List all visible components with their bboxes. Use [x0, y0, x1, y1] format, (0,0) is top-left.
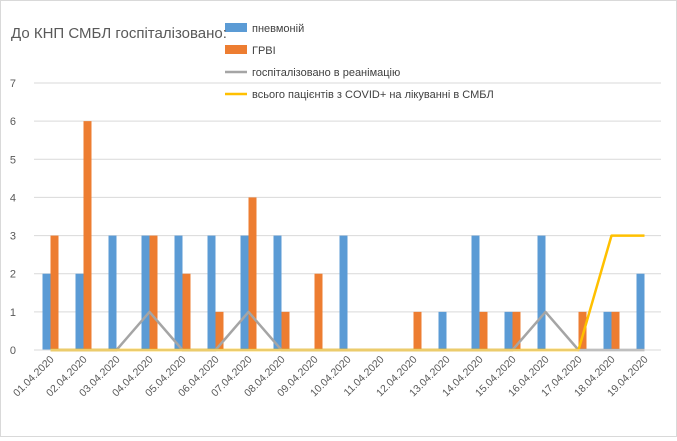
- bars: [42, 121, 645, 351]
- chart-title: До КНП СМБЛ госпіталізовано:: [11, 25, 227, 42]
- bar: [281, 311, 290, 350]
- bar: [174, 235, 183, 350]
- y-tick-label: 0: [10, 345, 16, 357]
- bar: [273, 235, 282, 350]
- bar: [611, 311, 620, 350]
- y-tick-labels: 0 1 2 3 4 5 6 7: [10, 78, 16, 357]
- legend-label: ГРВІ: [252, 45, 276, 57]
- legend: пневмоній ГРВІ госпіталізовано в реанімаці…: [225, 23, 494, 101]
- bar: [413, 311, 422, 350]
- bar: [248, 197, 257, 350]
- bar: [75, 273, 84, 350]
- x-tick-labels: 01.04.202002.04.202003.04.202004.04.2020…: [11, 354, 651, 400]
- bar: [504, 311, 513, 350]
- y-tick-label: 6: [10, 116, 16, 128]
- bar: [512, 311, 521, 350]
- bar: [215, 311, 224, 350]
- bar: [438, 311, 447, 350]
- bar: [314, 273, 323, 350]
- y-tick-label: 7: [10, 78, 16, 90]
- bar: [50, 235, 59, 350]
- bar: [479, 311, 488, 350]
- bar: [537, 235, 546, 350]
- bar: [603, 311, 612, 350]
- bar: [182, 273, 191, 350]
- bar: [339, 235, 348, 350]
- legend-label: госпіталізовано в реанімацію: [252, 67, 400, 79]
- bar: [141, 235, 150, 350]
- bar: [578, 311, 587, 350]
- y-tick-label: 5: [10, 154, 16, 166]
- legend-label: пневмоній: [252, 23, 304, 35]
- legend-swatch: [225, 45, 247, 54]
- legend-label: всього пацієнтів з COVID+ на лікуванні в…: [252, 89, 494, 101]
- y-tick-label: 2: [10, 269, 16, 281]
- y-tick-label: 3: [10, 231, 16, 243]
- bar: [636, 273, 645, 350]
- bar: [240, 235, 249, 350]
- bar: [42, 273, 51, 350]
- legend-swatch: [225, 23, 247, 32]
- bar: [471, 235, 480, 350]
- bar: [108, 235, 117, 350]
- y-tick-label: 4: [10, 192, 16, 204]
- bar: [149, 235, 158, 350]
- y-tick-label: 1: [10, 307, 16, 319]
- bar: [207, 235, 216, 350]
- bar: [83, 121, 92, 351]
